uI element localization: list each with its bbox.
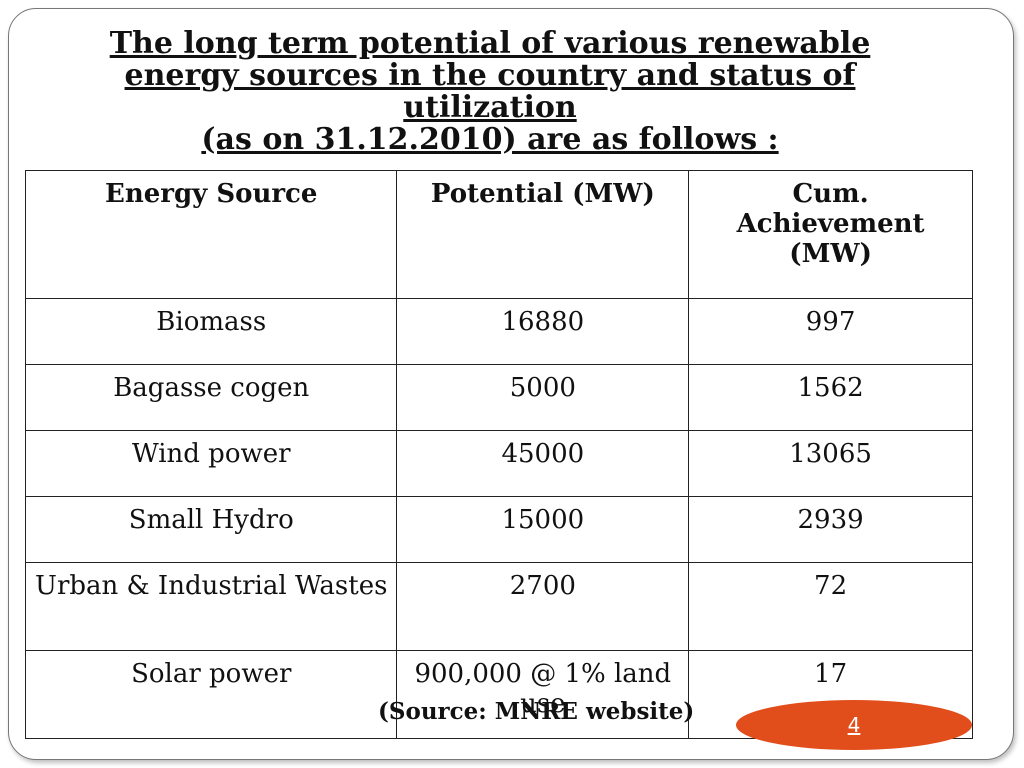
- energy-table: Energy Source Potential (MW) Cum. Achiev…: [24, 170, 973, 739]
- cell-source: Wind power: [24, 430, 398, 497]
- header-energy-source: Energy Source: [24, 170, 398, 299]
- title-line: (as on 31.12.2010) are as follows :: [201, 122, 779, 157]
- cell-achievement: 1562: [688, 364, 973, 431]
- cell-source: Biomass: [24, 298, 398, 365]
- cell-source: Bagasse cogen: [24, 364, 398, 431]
- cell-achievement: 2939: [688, 496, 973, 563]
- header-cum-achievement: Cum. Achievement (MW): [688, 170, 973, 299]
- title-line: The long term potential of various renew…: [109, 26, 871, 61]
- cell-source: Small Hydro: [24, 496, 398, 563]
- title-line: utilization: [403, 90, 577, 125]
- cell-potential: 900,000 @ 1% land use: [396, 650, 690, 739]
- cell-potential: 16880: [396, 298, 690, 365]
- header-potential: Potential (MW): [396, 170, 690, 299]
- cell-potential: 5000: [396, 364, 690, 431]
- table-row: Wind power 45000 13065: [24, 430, 973, 497]
- cell-achievement: 13065: [688, 430, 973, 497]
- page-number[interactable]: 4: [847, 713, 861, 737]
- table-row: Biomass 16880 997: [24, 298, 973, 365]
- table-header-row: Energy Source Potential (MW) Cum. Achiev…: [24, 170, 973, 299]
- title-line: energy sources in the country and status…: [124, 58, 856, 93]
- cell-source: Urban & Industrial Wastes: [24, 562, 398, 651]
- page-number-badge[interactable]: 4: [736, 700, 972, 750]
- slide-title: The long term potential of various renew…: [60, 28, 920, 156]
- table-row: Bagasse cogen 5000 1562: [24, 364, 973, 431]
- cell-potential: 45000: [396, 430, 690, 497]
- cell-potential: 15000: [396, 496, 690, 563]
- table-row: Small Hydro 15000 2939: [24, 496, 973, 563]
- cell-achievement: 72: [688, 562, 973, 651]
- source-note: (Source: MNRE website): [378, 698, 695, 725]
- table-row: Urban & Industrial Wastes 2700 72: [24, 562, 973, 651]
- cell-potential: 2700: [396, 562, 690, 651]
- cell-achievement: 997: [688, 298, 973, 365]
- cell-source: Solar power: [24, 650, 398, 739]
